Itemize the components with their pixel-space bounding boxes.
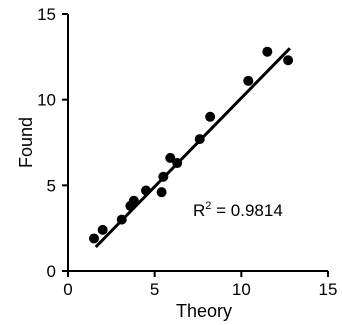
data-point [128,195,139,206]
y-axis-label: Found [16,117,36,168]
y-tick-label: 0 [47,262,56,281]
x-axis-label: Theory [176,301,232,321]
data-point [205,111,216,122]
r-squared-value: = 0.9814 [211,201,282,220]
r-squared-superscript: 2 [205,200,211,212]
y-tick-label: 5 [47,176,56,195]
data-point [243,75,254,86]
ticks: 0 5 10 15 0 5 10 15 [37,5,337,299]
y-tick-label: 15 [37,5,56,24]
y-tick-label: 10 [37,91,56,110]
data-point [89,233,99,244]
fit-line-group [94,47,291,249]
x-tick-label: 15 [319,280,338,299]
data-point [283,55,294,66]
axes [67,14,328,272]
r-squared-annotation: R2 = 0.9814 [193,200,283,220]
fit-line [94,47,291,249]
r-squared-prefix: R [193,201,205,220]
data-point [165,152,176,163]
data-point [97,224,108,235]
x-tick-label: 10 [232,280,251,299]
x-tick-label: 0 [63,280,72,299]
data-point [262,46,273,57]
x-tick-label: 5 [150,280,159,299]
data-point [156,187,167,198]
